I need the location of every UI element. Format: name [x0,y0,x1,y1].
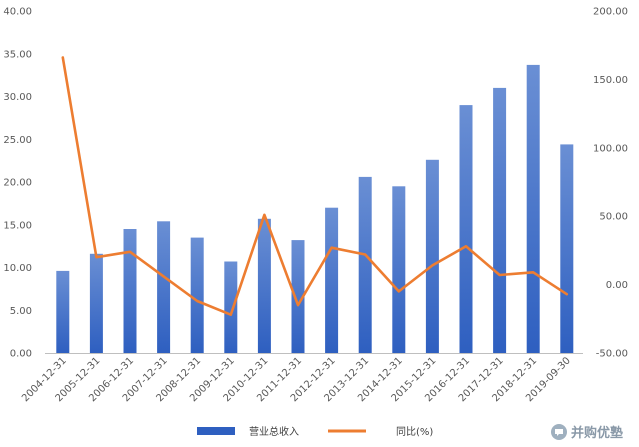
bar [358,176,372,353]
left-axis-tick-label: 0.00 [10,349,32,360]
x-axis-ticks: 2004-12-312005-12-312006-12-312007-12-31… [20,355,573,404]
right-axis-tick-label: 150.00 [593,75,628,86]
right-axis-tick-label: 200.00 [593,7,628,18]
bar [291,240,305,353]
legend-bar-label: 营业总收入 [249,425,299,438]
legend-bar-swatch [197,427,235,435]
bar [56,270,70,353]
left-axis-tick-label: 30.00 [3,92,32,103]
left-axis-tick-label: 20.00 [3,178,32,189]
bar [560,144,574,353]
bar [190,237,204,353]
bar-series [56,64,574,354]
right-axis-tick-label: 50.00 [599,212,628,223]
yoy-line [61,56,569,317]
bar [325,207,339,353]
right-axis-tick-label: -50.00 [596,349,628,360]
bar [425,159,439,353]
right-axis-ticks: -50.00 0.00 50.00 100.00 150.00 200.00 [593,7,628,360]
legend: 营业总收入 同比(%) [197,425,433,438]
bar [459,105,473,353]
right-axis-tick-label: 0.00 [606,280,628,291]
right-axis-tick-label: 100.00 [593,143,628,154]
watermark: 并购优塾 [550,422,623,441]
legend-line-label: 同比(%) [396,426,433,438]
bar [224,261,238,353]
left-axis-tick-label: 15.00 [3,220,32,231]
left-axis-tick-label: 5.00 [10,306,32,317]
bar [493,87,507,354]
left-axis-tick-label: 10.00 [3,263,32,274]
bar [157,221,171,353]
bar [89,253,103,353]
watermark-text: 并购优塾 [570,426,623,441]
chat-bubble-icon [550,423,567,440]
bar [392,186,406,353]
bar [123,229,137,353]
left-axis-tick-label: 25.00 [3,135,32,146]
line-series [61,56,569,317]
bar [257,218,271,353]
bar [526,64,540,354]
left-axis-tick-label: 40.00 [3,7,32,18]
left-axis-ticks: 0.00 5.00 10.00 15.00 20.00 25.00 30.00 35.00 40… [3,7,32,360]
left-axis-tick-label: 35.00 [3,49,32,60]
